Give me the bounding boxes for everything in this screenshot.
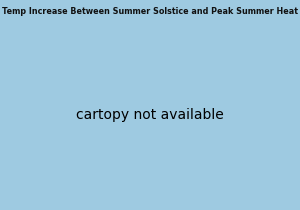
Text: Temp Increase Between Summer Solstice and Peak Summer Heat: Temp Increase Between Summer Solstice an… — [2, 7, 298, 16]
Text: cartopy not available: cartopy not available — [76, 109, 224, 122]
